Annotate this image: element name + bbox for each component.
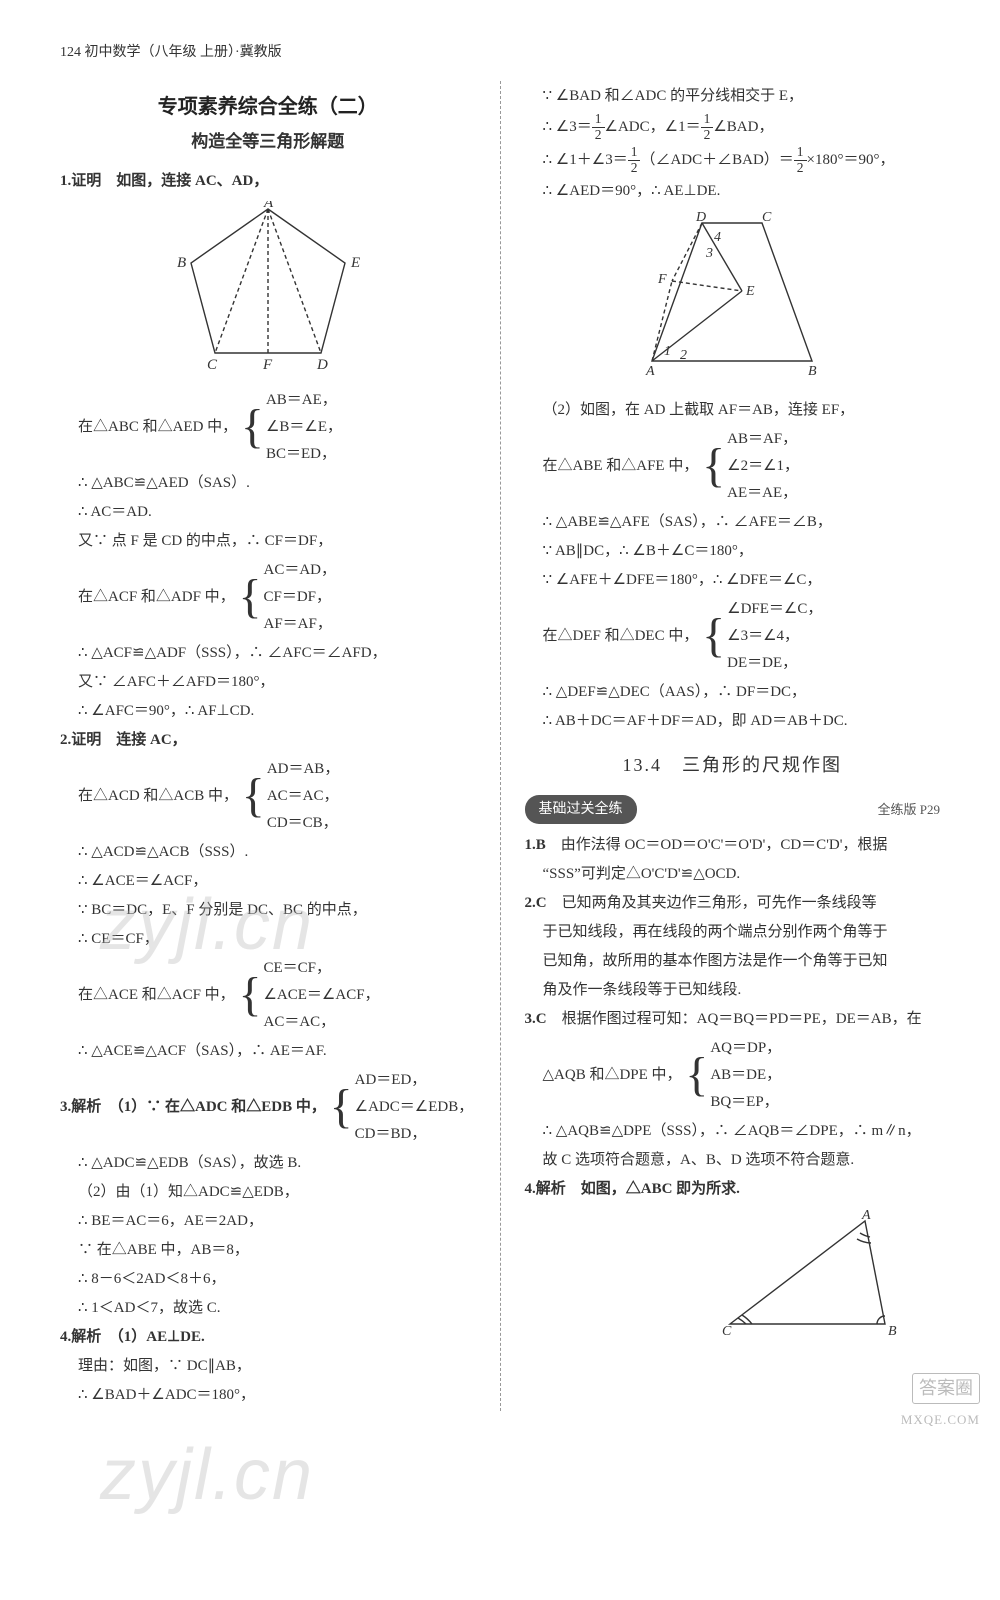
a4: 4.解析 如图，△ABC 即为所求. — [525, 1176, 941, 1203]
q4-l2: ∴ ∠BAD＋∠ADC＝180°， — [60, 1382, 476, 1409]
a2: 2.C 已知两角及其夹边作三角形，可先作一条线段等 — [525, 890, 941, 917]
svg-text:1: 1 — [664, 344, 671, 359]
r11: ∴ △DEF≌△DEC（AAS），∴ DF＝DC， — [525, 679, 941, 706]
q1-l2: ∴ △ABC≌△AED（SAS）. — [60, 470, 476, 497]
q2-l7: ∴ △ACE≌△ACF（SAS），∴ AE＝AF. — [60, 1038, 476, 1065]
a2b2: 于已知线段，再在线段的两个端点分别作两个角等于 — [525, 919, 941, 946]
q1-l4: 又∵ 点 F 是 CD 的中点，∴ CF＝DF， — [60, 528, 476, 555]
q3-l6: ∴ 8－6＜2AD＜8＋6， — [60, 1266, 476, 1293]
q1-triangle-cond: 在△ABC 和△AED 中， { AB＝AE， ∠B＝∠E， BC＝ED， — [60, 387, 476, 468]
r5: （2）如图，在 AD 上截取 AF＝AB，连接 EF， — [525, 397, 941, 424]
svg-text:C: C — [762, 211, 772, 225]
watermark-2: zyjl.cn — [100, 1411, 314, 1541]
svg-text:C: C — [722, 1324, 732, 1339]
r1: ∵ ∠BAD 和∠ADC 的平分线相交于 E， — [525, 83, 941, 110]
q1-figure: A B C F D E — [60, 201, 476, 381]
a3: 3.C 根据作图过程可知：AQ＝BQ＝PD＝PE，DE＝AB，在 — [525, 1006, 941, 1033]
svg-text:B: B — [888, 1324, 897, 1339]
svg-text:B: B — [177, 255, 186, 271]
r10: 在△DEF 和△DEC 中， { ∠DFE＝∠C， ∠3＝∠4， DE＝DE， — [525, 596, 941, 677]
r9: ∵ ∠AFE＋∠DFE＝180°，∴ ∠DFE＝∠C， — [525, 567, 941, 594]
a3b4: 故 C 选项符合题意，A、B、D 选项不符合题意. — [525, 1147, 941, 1174]
a2b3: 已知角，故所用的基本作图方法是作一个角等于已知 — [525, 948, 941, 975]
svg-text:E: E — [745, 284, 755, 299]
r3: ∴ ∠1＋∠3＝12（∠ADC＋∠BAD）＝12×180°＝90°， — [525, 145, 941, 176]
q1-l8: ∴ ∠AFC＝90°，∴ AF⊥CD. — [60, 698, 476, 725]
fig2: A B C D E F 1 2 3 4 — [525, 211, 941, 391]
q1-l7: 又∵ ∠AFC＋∠AFD＝180°， — [60, 669, 476, 696]
svg-text:3: 3 — [705, 246, 713, 261]
corner-mark: 答案圈 MXQE.COM — [901, 1373, 980, 1433]
q3-l7: ∴ 1＜AD＜7，故选 C. — [60, 1295, 476, 1322]
svg-text:B: B — [808, 364, 817, 379]
q1-l5: 在△ACF 和△ADF 中， { AC＝AD， CF＝DF， AF＝AF， — [60, 557, 476, 638]
page-ref: 全练版 P29 — [878, 798, 940, 821]
q3-l5: ∵ 在△ABE 中，AB＝8， — [60, 1237, 476, 1264]
pill-basic: 基础过关全练 — [525, 795, 637, 824]
q2-l4: ∵ BC＝DC，E、F 分别是 DC、BC 的中点， — [60, 897, 476, 924]
svg-text:F: F — [262, 357, 273, 371]
r12: ∴ AB＋DC＝AF＋DF＝AD，即 AD＝AB＋DC. — [525, 708, 941, 735]
r4: ∴ ∠AED＝90°，∴ AE⊥DE. — [525, 178, 941, 205]
svg-text:A: A — [263, 201, 274, 211]
a3b3: ∴ △AQB≌△DPE（SSS），∴ ∠AQB＝∠DPE，∴ m∥n， — [525, 1118, 941, 1145]
q3-l4: ∴ BE＝AC＝6，AE＝2AD， — [60, 1208, 476, 1235]
q2-l2: ∴ △ACD≌△ACB（SSS）. — [60, 839, 476, 866]
title-sub: 构造全等三角形解题 — [60, 127, 476, 158]
left-column: 专项素养综合全练（二） 构造全等三角形解题 1.证明 如图，连接 AC、AD， … — [60, 81, 476, 1411]
a2b4: 角及作一条线段等于已知线段. — [525, 977, 941, 1004]
q4-l1: 理由：如图，∵ DC∥AB， — [60, 1353, 476, 1380]
svg-text:D: D — [695, 211, 706, 225]
page-header: 124 初中数学（八年级 上册）·冀教版 — [60, 40, 940, 65]
a1b: “SSS”可判定△O'C'D'≌△OCD. — [525, 861, 941, 888]
q2-l3: ∴ ∠ACE＝∠ACF， — [60, 868, 476, 895]
q3-l3: （2）由（1）知△ADC≌△EDB， — [60, 1179, 476, 1206]
svg-text:4: 4 — [714, 230, 721, 245]
svg-text:A: A — [861, 1209, 871, 1223]
svg-text:2: 2 — [680, 348, 687, 363]
r7: ∴ △ABE≌△AFE（SAS），∴ ∠AFE＝∠B， — [525, 509, 941, 536]
q4-head: 4.解析 （1）AE⊥DE. — [60, 1324, 476, 1351]
fig3: A B C — [525, 1209, 941, 1349]
a1: 1.B 由作法得 OC＝OD＝O'C'＝O'D'，CD＝C'D'，根据 — [525, 832, 941, 859]
svg-text:A: A — [645, 364, 655, 379]
q2-l1: 在△ACD 和△ACB 中， { AD＝AB， AC＝AC， CD＝CB， — [60, 756, 476, 837]
section-title: 13.4 三角形的尺规作图 — [525, 749, 941, 781]
r6: 在△ABE 和△AFE 中， { AB＝AF， ∠2＝∠1， AE＝AE， — [525, 426, 941, 507]
title-main: 专项素养综合全练（二） — [60, 89, 476, 125]
q2-l5: ∴ CE＝CF， — [60, 926, 476, 953]
q1-l6: ∴ △ACF≌△ADF（SSS），∴ ∠AFC＝∠AFD， — [60, 640, 476, 667]
q3-head: 3.解析 （1）∵ 在△ADC 和△EDB 中， { AD＝ED， ∠ADC＝∠… — [60, 1067, 476, 1148]
q2-head: 2.证明 连接 AC， — [60, 727, 476, 754]
a3b2: △AQB 和△DPE 中， { AQ＝DP， AB＝DE， BQ＝EP， — [525, 1035, 941, 1116]
q3-l2: ∴ △ADC≌△EDB（SAS），故选 B. — [60, 1150, 476, 1177]
q1-head: 1.证明 如图，连接 AC、AD， — [60, 168, 476, 195]
column-divider — [500, 81, 501, 1411]
r8: ∵ AB∥DC，∴ ∠B＋∠C＝180°， — [525, 538, 941, 565]
svg-text:D: D — [316, 357, 328, 371]
q2-l6: 在△ACE 和△ACF 中， { CE＝CF， ∠ACE＝∠ACF， AC＝AC… — [60, 955, 476, 1036]
q1-l3: ∴ AC＝AD. — [60, 499, 476, 526]
svg-text:F: F — [657, 272, 667, 287]
r2: ∴ ∠3＝12∠ADC，∠1＝12∠BAD， — [525, 112, 941, 143]
svg-text:C: C — [207, 357, 218, 371]
right-column: ∵ ∠BAD 和∠ADC 的平分线相交于 E， ∴ ∠3＝12∠ADC，∠1＝1… — [525, 81, 941, 1411]
svg-text:E: E — [350, 255, 360, 271]
